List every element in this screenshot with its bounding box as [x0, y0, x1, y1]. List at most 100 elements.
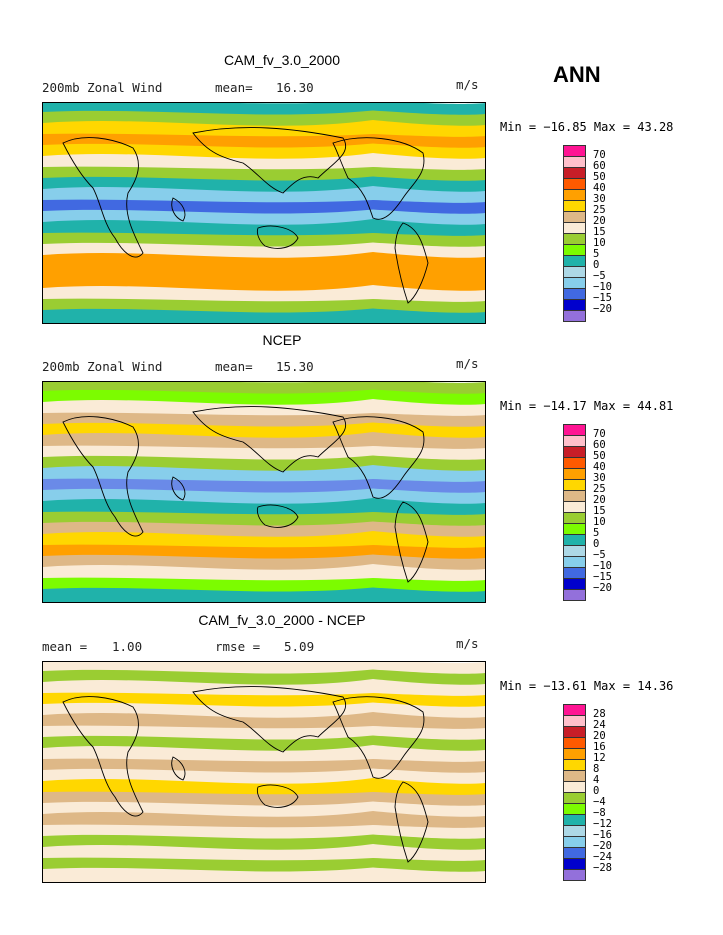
panel-3-colorbar: 28 24 20 16 12 8 4 0 −4 −8 −12 −16 −20 −24 −28: [563, 704, 643, 881]
colorbar-label: −8: [593, 807, 606, 819]
colorbar-swatch: [563, 501, 586, 513]
colorbar-label: 15: [593, 505, 606, 517]
colorbar-label: −5: [593, 549, 606, 561]
panel-3-mean-value: 1.00: [112, 639, 143, 654]
coastline: [256, 504, 299, 528]
coastline: [256, 784, 299, 808]
colorbar-label: 20: [593, 730, 606, 742]
colorbar-label: −20: [593, 303, 612, 315]
panel-3-title: CAM_fv_3.0_2000 - NCEP: [198, 612, 366, 628]
colorbar-label: 70: [593, 149, 606, 161]
colorbar-label: 40: [593, 182, 606, 194]
colorbar-swatch: [563, 299, 586, 311]
colorbar-label: 12: [593, 752, 606, 764]
colorbar-label: −5: [593, 270, 606, 282]
panel-1-mean-value: 16.30: [276, 80, 314, 95]
panel-3-rmse-value: 5.09: [284, 639, 315, 654]
colorbar-label: 60: [593, 160, 606, 172]
colorbar-swatch: [563, 567, 586, 579]
panel-3-min-max: Min = −13.61 Max = 14.36: [500, 679, 674, 693]
colorbar-label: 30: [593, 193, 606, 205]
colorbar-swatch: [563, 715, 586, 727]
colorbar-label: 10: [593, 516, 606, 528]
panel-2-mean-label: mean=: [215, 359, 253, 374]
colorbar-label: −12: [593, 818, 612, 830]
colorbar-swatch: [563, 435, 586, 447]
panel-1-units: m/s: [456, 77, 479, 92]
colorbar-swatch: [563, 847, 586, 859]
colorbar-label: 5: [593, 527, 600, 539]
colorbar-label: −16: [593, 829, 612, 841]
panel-1-min-max: Min = −16.85 Max = 43.28: [500, 120, 674, 134]
colorbar-label: −10: [593, 560, 612, 572]
colorbar-label: 5: [593, 248, 600, 260]
colorbar-label: 28: [593, 708, 606, 720]
colorbar-label: 60: [593, 439, 606, 451]
colorbar-swatch: [563, 737, 586, 749]
colorbar-swatch: [563, 759, 586, 771]
coastline: [394, 222, 429, 304]
coastline: [332, 416, 425, 499]
panel-3-map: [42, 661, 486, 883]
coastline: [332, 137, 425, 220]
colorbar-label: 50: [593, 450, 606, 462]
colorbar-swatch: [563, 726, 586, 738]
coastline: [62, 696, 144, 817]
coastline: [192, 127, 346, 194]
coastline: [332, 696, 425, 779]
panel-2-mean-value: 15.30: [276, 359, 314, 374]
colorbar-swatch: [563, 589, 586, 601]
colorbar-swatch: [563, 534, 586, 546]
colorbar-swatch: [563, 277, 586, 289]
colorbar-swatch: [563, 178, 586, 190]
colorbar-swatch: [563, 446, 586, 458]
panel-3-rmse-label: rmse =: [215, 639, 261, 654]
colorbar-label: −15: [593, 292, 612, 304]
contour-band: [43, 308, 485, 323]
colorbar-swatch: [563, 781, 586, 793]
panel-2-variable: 200mb Zonal Wind: [42, 359, 163, 374]
colorbar-swatch: [563, 310, 586, 322]
colorbar-swatch: [563, 836, 586, 848]
colorbar-swatch: [563, 255, 586, 267]
coastline: [171, 756, 186, 781]
colorbar-label: 20: [593, 494, 606, 506]
coastline: [394, 501, 429, 583]
colorbar-swatch: [563, 222, 586, 234]
coastline: [171, 476, 186, 501]
colorbar-label: −10: [593, 281, 612, 293]
colorbar-label: 25: [593, 483, 606, 495]
colorbar-swatch: [563, 578, 586, 590]
panel-2-min-max: Min = −14.17 Max = 44.81: [500, 399, 674, 413]
colorbar-label: 30: [593, 472, 606, 484]
colorbar-swatch: [563, 468, 586, 480]
colorbar-label: 10: [593, 237, 606, 249]
panel-2-units: m/s: [456, 356, 479, 371]
colorbar-label: 8: [593, 763, 600, 775]
colorbar-swatch: [563, 748, 586, 760]
colorbar-swatch: [563, 556, 586, 568]
colorbar-label: 0: [593, 538, 600, 550]
colorbar-swatch: [563, 479, 586, 491]
contour-band: [43, 587, 485, 602]
colorbar-swatch: [563, 512, 586, 524]
colorbar-swatch: [563, 424, 586, 436]
colorbar-swatch: [563, 814, 586, 826]
colorbar-label: 50: [593, 171, 606, 183]
colorbar-label: −28: [593, 862, 612, 874]
colorbar-label: −4: [593, 796, 606, 808]
colorbar-swatch: [563, 233, 586, 245]
colorbar-label: 40: [593, 461, 606, 473]
colorbar-swatch: [563, 825, 586, 837]
coastline: [171, 197, 186, 222]
season-label: ANN: [553, 62, 601, 87]
panel-2-title: NCEP: [262, 332, 302, 348]
coastline: [256, 225, 299, 249]
coastline: [62, 416, 144, 537]
panel-1-mean-label: mean=: [215, 80, 253, 95]
colorbar-label: 24: [593, 719, 606, 731]
colorbar-swatch: [563, 792, 586, 804]
colorbar-label: −15: [593, 571, 612, 583]
colorbar-swatch: [563, 869, 586, 881]
panel-1-title: CAM_fv_3.0_2000: [224, 52, 340, 68]
